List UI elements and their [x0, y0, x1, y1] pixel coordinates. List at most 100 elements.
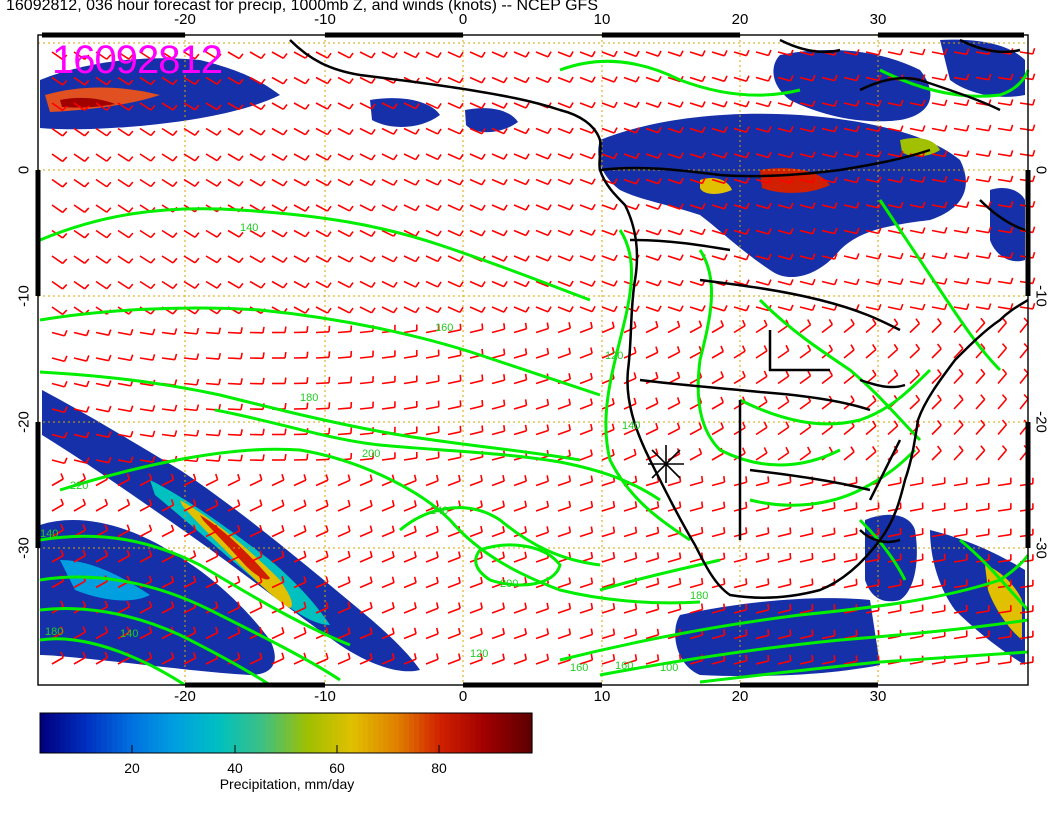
wind-barb-flag [214, 473, 219, 480]
wind-barb [997, 533, 1011, 538]
wind-barb [51, 554, 64, 563]
wind-barb-flag [303, 576, 307, 583]
wind-barb [667, 280, 681, 287]
wind-barb-flag [745, 578, 748, 585]
map-title: 16092812, 036 hour forecast for precip, … [6, 0, 598, 14]
wind-barb [975, 127, 989, 132]
colorbar-swatch [424, 713, 431, 753]
wind-barb-flag [172, 104, 178, 111]
wind-barb [799, 558, 813, 563]
wind-barb [469, 456, 483, 461]
wind-barb-flag [936, 420, 942, 426]
wind-barb-flag [767, 202, 772, 209]
wind-barb-flag [944, 278, 948, 285]
wind-barb-flag [980, 317, 986, 324]
wind-barb [535, 204, 549, 211]
wind-barb-flag [481, 128, 486, 135]
wind-barb [249, 153, 262, 162]
wind-barb-flag [214, 626, 219, 633]
wind-barb-flag [413, 525, 417, 532]
wind-barb-flag [899, 201, 904, 209]
wind-barb [359, 178, 372, 187]
wind-barb [865, 255, 879, 260]
wind-barb [843, 204, 857, 209]
wind-barb [689, 634, 703, 640]
wind-barb-flag [612, 552, 616, 559]
wind-barb [139, 153, 152, 162]
wind-barb [535, 153, 549, 160]
wind-barb-flag [459, 306, 464, 313]
wind-barb-flag [915, 369, 921, 376]
wind-barb-flag [216, 129, 222, 136]
wind-barb-flag [502, 551, 505, 558]
wind-barb-flag [988, 73, 992, 80]
wind-barb-flag [348, 129, 354, 135]
wind-barb-flag [877, 48, 882, 56]
wind-barb [293, 229, 306, 238]
wind-barb [887, 306, 901, 311]
wind-barb [315, 606, 329, 614]
wind-barb [931, 450, 942, 461]
wind-barb [469, 51, 483, 58]
wind-barb-flag [988, 277, 992, 284]
wind-barb [293, 76, 306, 85]
wind-barb [73, 357, 87, 362]
wind-barb-flag [218, 454, 222, 462]
wind-barb [205, 504, 218, 512]
wind-barb-flag [635, 76, 640, 83]
wind-barb-flag [260, 180, 266, 187]
wind-barb [491, 127, 505, 135]
wind-barb-flag [502, 602, 505, 609]
wind-barb-flag [62, 258, 68, 265]
wind-barb [183, 657, 196, 665]
wind-barb [557, 506, 571, 512]
wind-barb [601, 531, 615, 538]
wind-barb-flag [568, 475, 572, 482]
wind-barb [755, 375, 768, 385]
wind-barb [447, 255, 461, 263]
wind-barb-flag [966, 201, 970, 208]
wind-barb-flag [676, 422, 681, 429]
wind-barb-flag [304, 307, 310, 314]
wind-barb [491, 430, 505, 436]
wind-barb [821, 400, 833, 410]
colorbar-swatch [75, 713, 82, 753]
wind-barb-flag [899, 125, 904, 132]
lon-tick-bottom: 30 [869, 688, 887, 705]
wind-barb-flag [172, 283, 178, 289]
wind-barb [315, 204, 328, 212]
wind-barb-flag [458, 576, 461, 584]
wind-barb [95, 153, 108, 162]
wind-barb [425, 51, 439, 59]
wind-barb [73, 51, 86, 61]
wind-barb-flag [303, 525, 307, 532]
wind-barb [931, 229, 945, 234]
wind-barb [315, 127, 328, 136]
wind-barb [315, 407, 330, 410]
lat-tick-right: 0 [1032, 165, 1050, 175]
wind-barb-flag [503, 204, 508, 211]
wind-barb-flag [503, 153, 508, 160]
wind-barb-flag [723, 50, 728, 57]
wind-barb [337, 556, 351, 563]
wind-barb [293, 606, 307, 614]
colorbar-swatch [91, 713, 97, 753]
wind-barb [557, 51, 571, 58]
wind-barb [623, 531, 637, 538]
wind-barb-flag [546, 398, 550, 406]
wind-barb [491, 658, 505, 665]
wind-barb [513, 404, 527, 410]
wind-barb [843, 609, 857, 614]
wind-barb [711, 306, 725, 312]
wind-barb [843, 255, 857, 260]
wind-barb [117, 529, 130, 538]
wind-barb [535, 353, 549, 359]
wind-barb-flag [872, 420, 877, 427]
wind-barb [777, 426, 790, 436]
wind-barb [359, 127, 372, 136]
wind-barb [95, 382, 109, 387]
colorbar-swatch [122, 713, 128, 753]
wind-barb [645, 634, 659, 640]
wind-barb [447, 380, 461, 385]
wind-barb-flag [62, 131, 68, 137]
